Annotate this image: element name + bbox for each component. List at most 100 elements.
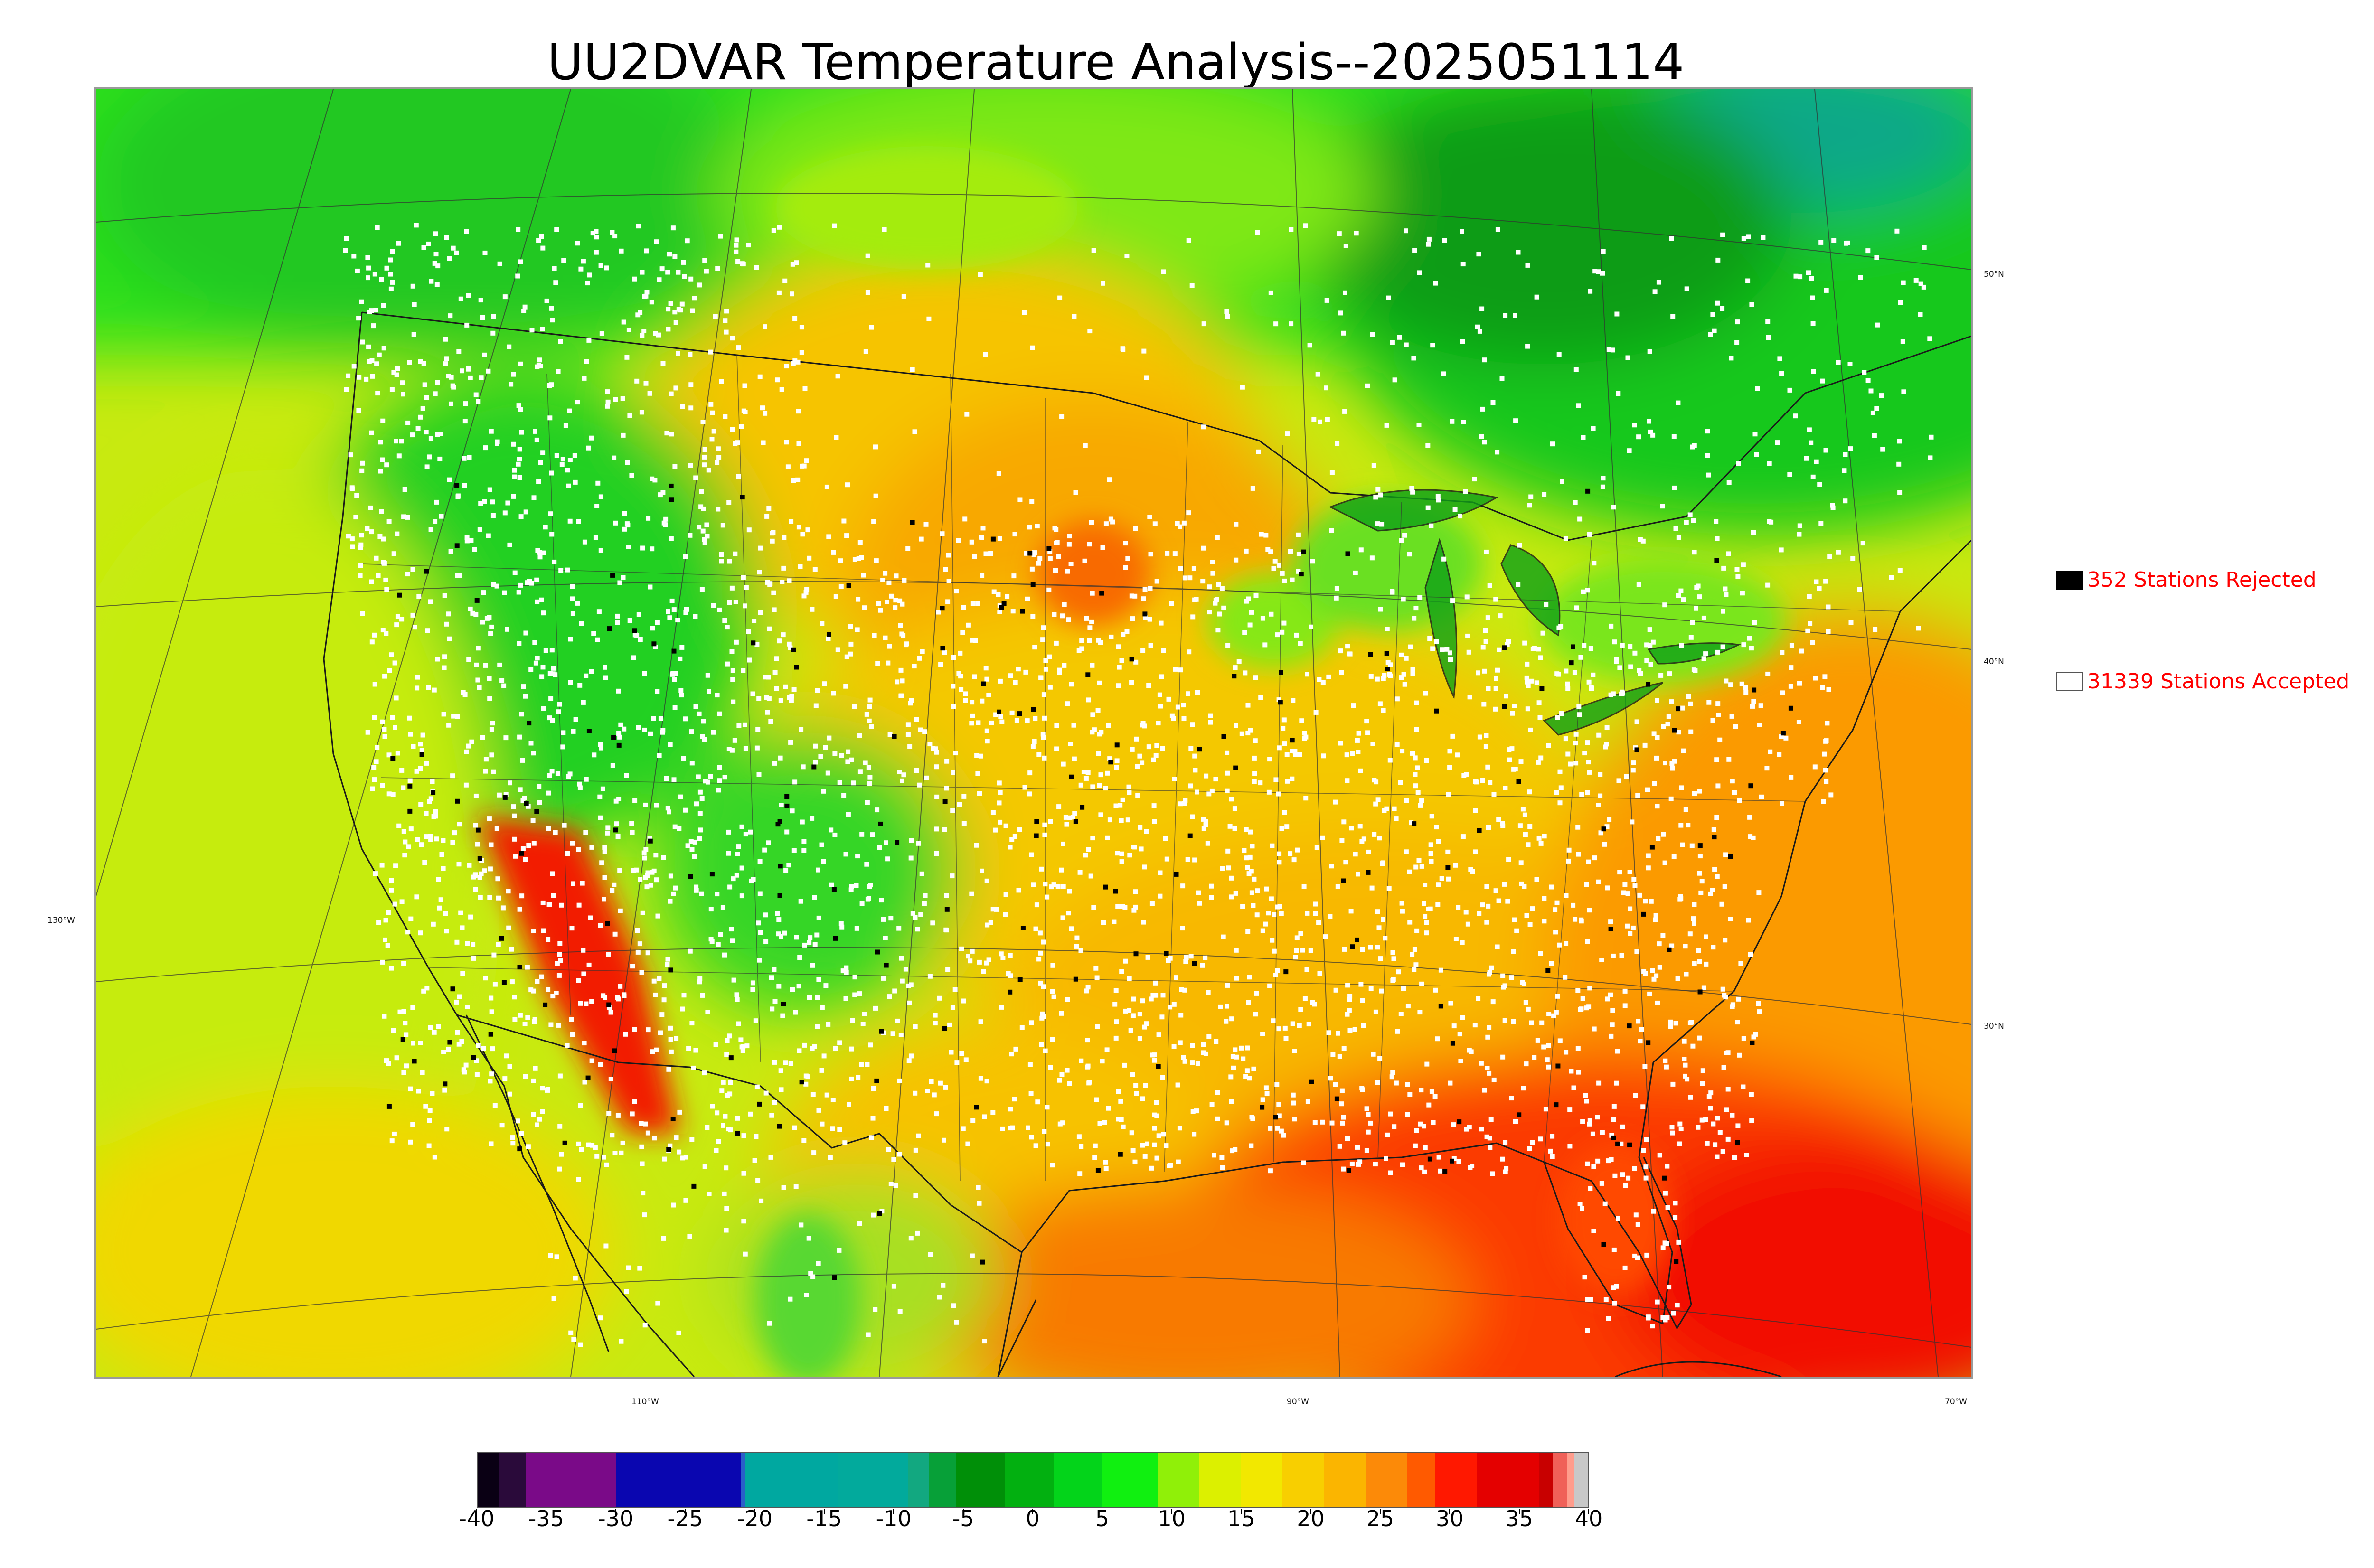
- station-marker-accepted: [571, 881, 575, 886]
- station-marker-accepted: [1752, 620, 1757, 625]
- station-marker-accepted: [1426, 907, 1431, 911]
- station-marker-accepted: [913, 1147, 918, 1153]
- station-marker-accepted: [898, 623, 903, 628]
- station-marker-accepted: [381, 560, 386, 565]
- station-marker-accepted: [1537, 715, 1543, 720]
- station-marker-accepted: [376, 920, 381, 925]
- station-marker-accepted: [1178, 524, 1182, 529]
- station-marker-accepted: [1052, 612, 1057, 617]
- station-marker-accepted: [1144, 829, 1149, 834]
- temperature-colorbar: [477, 1452, 1589, 1508]
- station-marker-accepted: [1085, 985, 1091, 990]
- station-marker-accepted: [746, 243, 751, 248]
- rejected-stations: [386, 483, 1793, 1280]
- station-marker-accepted: [384, 587, 389, 592]
- station-marker-accepted: [1178, 667, 1183, 673]
- station-marker-accepted: [1705, 1141, 1710, 1146]
- station-marker-accepted: [688, 405, 694, 411]
- station-marker-accepted: [1584, 1005, 1589, 1011]
- station-marker-accepted: [1311, 417, 1317, 422]
- station-marker-accepted: [873, 493, 878, 498]
- station-marker-accepted: [441, 866, 446, 871]
- station-marker-accepted: [793, 1010, 798, 1015]
- station-marker-accepted: [1060, 1120, 1065, 1126]
- station-marker-accepted: [504, 1053, 509, 1059]
- station-marker-accepted: [693, 1048, 698, 1053]
- station-marker-accepted: [970, 638, 975, 643]
- station-marker-accepted: [1640, 538, 1646, 544]
- station-marker-accepted: [1168, 956, 1173, 961]
- station-marker-accepted: [1634, 719, 1639, 724]
- station-marker-accepted: [630, 1111, 635, 1117]
- station-marker-accepted: [1137, 1036, 1142, 1041]
- station-marker-accepted: [388, 286, 394, 291]
- station-marker-accepted: [739, 824, 744, 829]
- station-marker-accepted: [1670, 314, 1676, 319]
- station-marker-rejected: [832, 1275, 837, 1280]
- station-marker-accepted: [468, 606, 473, 611]
- station-marker-accepted: [1648, 643, 1653, 648]
- station-marker-accepted: [517, 907, 522, 912]
- station-marker-accepted: [1724, 1107, 1729, 1112]
- station-marker-accepted: [1487, 1136, 1492, 1141]
- station-marker-accepted: [490, 721, 495, 726]
- station-marker-accepted: [1822, 751, 1827, 757]
- station-marker-accepted: [726, 851, 731, 856]
- station-marker-rejected: [386, 1104, 392, 1109]
- station-marker-accepted: [699, 489, 704, 494]
- station-marker-accepted: [1424, 930, 1429, 936]
- station-marker-accepted: [367, 359, 372, 364]
- station-marker-accepted: [1407, 1092, 1413, 1097]
- station-marker-accepted: [375, 745, 380, 750]
- station-marker-accepted: [752, 1158, 757, 1163]
- station-marker-accepted: [1477, 734, 1482, 740]
- station-marker-accepted: [549, 648, 555, 653]
- station-marker-accepted: [556, 369, 561, 374]
- station-marker-accepted: [1650, 1324, 1655, 1329]
- station-marker-accepted: [725, 1038, 730, 1043]
- station-marker-accepted: [1059, 1011, 1064, 1016]
- station-marker-accepted: [641, 329, 647, 333]
- station-marker-rejected: [1197, 747, 1202, 752]
- station-marker-accepted: [1676, 1239, 1681, 1245]
- station-marker-accepted: [1132, 1159, 1138, 1164]
- station-marker-accepted: [1609, 1033, 1614, 1039]
- station-marker-accepted: [1422, 1169, 1427, 1174]
- station-marker-accepted: [1284, 824, 1290, 829]
- station-marker-accepted: [990, 810, 996, 815]
- station-marker-accepted: [1824, 779, 1829, 784]
- station-marker-accepted: [651, 868, 657, 873]
- station-marker-accepted: [579, 621, 584, 626]
- station-marker-accepted: [420, 732, 425, 738]
- station-marker-accepted: [1285, 431, 1290, 436]
- station-marker-rejected: [1290, 738, 1295, 743]
- station-marker-accepted: [783, 684, 788, 689]
- station-marker-accepted: [626, 545, 631, 549]
- station-marker-accepted: [605, 825, 611, 830]
- station-marker-rejected: [1438, 1004, 1443, 1009]
- station-marker-accepted: [457, 994, 462, 999]
- station-marker-accepted: [643, 847, 649, 852]
- station-marker-accepted: [419, 748, 424, 753]
- station-marker-accepted: [414, 223, 419, 228]
- station-marker-accepted: [766, 840, 771, 845]
- station-marker-accepted: [901, 294, 906, 299]
- station-marker-accepted: [1347, 994, 1353, 999]
- station-marker-accepted: [1460, 262, 1466, 267]
- station-marker-accepted: [1812, 764, 1818, 770]
- station-marker-accepted: [1409, 820, 1414, 826]
- station-marker-accepted: [1341, 1046, 1347, 1051]
- station-marker-accepted: [424, 761, 429, 766]
- station-marker-accepted: [639, 1121, 644, 1126]
- station-marker-accepted: [866, 1332, 871, 1337]
- station-marker-accepted: [1498, 613, 1503, 619]
- station-marker-accepted: [771, 228, 776, 233]
- station-marker-accepted: [1428, 851, 1433, 856]
- station-marker-accepted: [410, 432, 415, 438]
- station-marker-accepted: [1402, 533, 1407, 538]
- station-marker-accepted: [1390, 950, 1395, 955]
- station-marker-accepted: [724, 1165, 729, 1171]
- station-marker-accepted: [571, 1337, 576, 1342]
- station-marker-accepted: [900, 678, 905, 684]
- station-marker-accepted: [1178, 801, 1183, 807]
